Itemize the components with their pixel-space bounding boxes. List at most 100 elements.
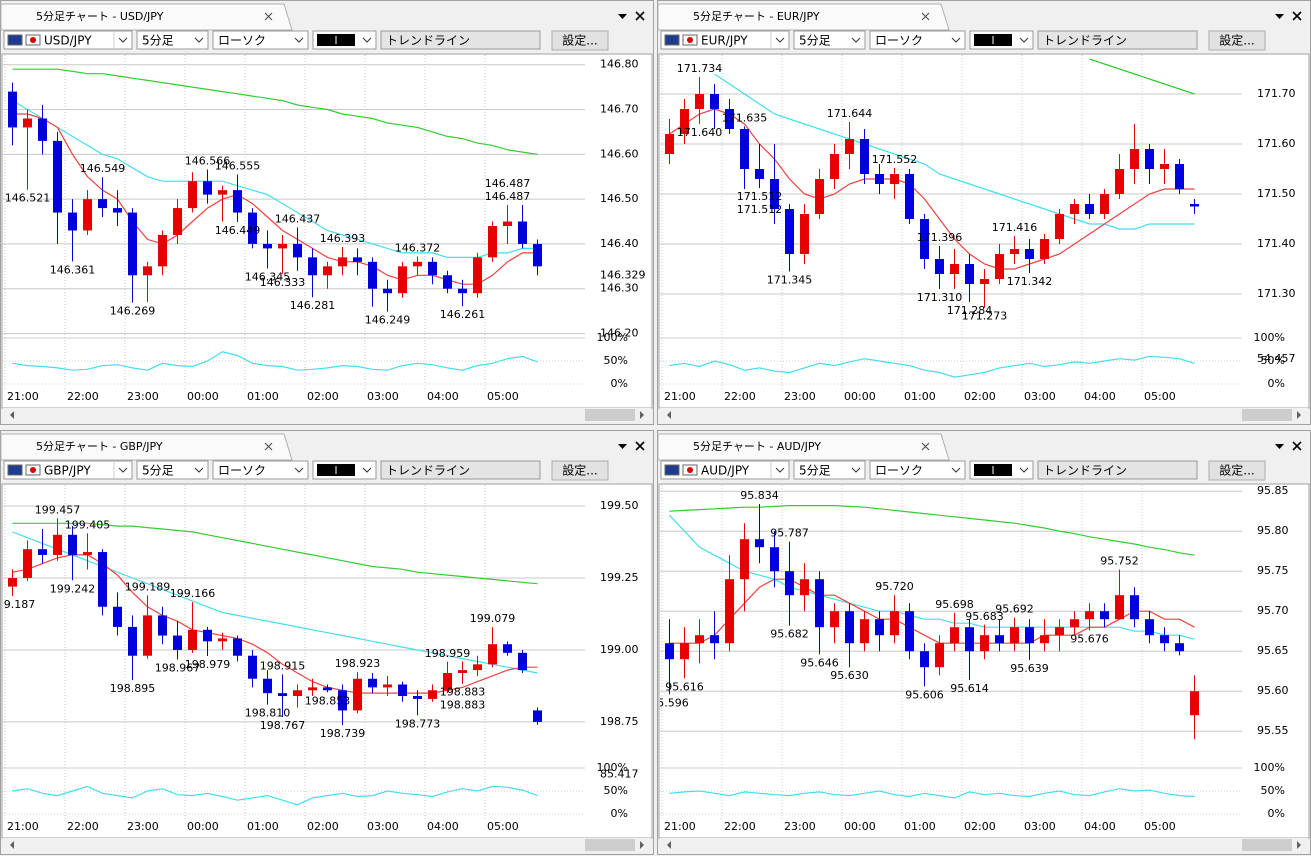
tool-field[interactable]	[1037, 460, 1198, 480]
window-close[interactable]	[635, 441, 645, 451]
timeframe-select[interactable]	[793, 30, 866, 50]
window-title: 5分足チャート - EUR/JPY	[693, 10, 820, 23]
timeframe-select[interactable]	[136, 460, 209, 480]
window-menu[interactable]	[618, 444, 627, 449]
tab-close[interactable]	[921, 442, 930, 451]
price-annotation: 171.345	[767, 274, 813, 287]
price-annotation: 146.449	[215, 224, 261, 237]
style-select[interactable]	[212, 30, 309, 50]
flag-icon	[30, 467, 36, 473]
x-tick-label: 01:00	[247, 390, 279, 403]
scrollbar-thumb[interactable]	[1242, 839, 1292, 851]
scroll-left[interactable]	[10, 411, 14, 419]
window-close[interactable]	[1292, 11, 1302, 21]
settings-button[interactable]	[551, 460, 609, 481]
candle-body	[830, 154, 839, 179]
scrollbar-thumb[interactable]	[585, 409, 635, 421]
candle-body	[173, 635, 182, 650]
x-tick-label: 02:00	[964, 820, 996, 833]
scroll-right[interactable]	[1297, 841, 1301, 849]
price-annotation: 171.512	[737, 190, 783, 203]
timeframe-select[interactable]	[136, 30, 209, 50]
tab-close[interactable]	[264, 442, 273, 451]
candle-body	[1055, 627, 1064, 636]
chart-window: 5分足チャート - AUD/JPY AUD/JPY 5分足 ローソク トレンドライン 設定…	[657, 430, 1311, 855]
scroll-left[interactable]	[10, 841, 14, 849]
scroll-left[interactable]	[667, 841, 671, 849]
tool-field[interactable]	[380, 460, 541, 480]
style-select[interactable]	[212, 460, 309, 480]
x-tick-label: 22:00	[724, 390, 756, 403]
settings-button[interactable]	[551, 30, 609, 51]
candle-body	[68, 212, 77, 231]
scrollbar-thumb[interactable]	[1242, 409, 1292, 421]
tool-field[interactable]	[1037, 30, 1198, 50]
y-tick-label: 171.60	[1257, 137, 1296, 150]
scroll-right[interactable]	[640, 841, 644, 849]
candle-body	[905, 611, 914, 652]
candle-body	[845, 611, 854, 644]
candle-body	[458, 288, 467, 294]
window-close[interactable]	[635, 11, 645, 21]
price-annotation: 199.457	[35, 503, 81, 516]
style-select[interactable]	[869, 30, 966, 50]
settings-button[interactable]	[1208, 460, 1266, 481]
window-menu[interactable]	[618, 14, 627, 19]
tab-close[interactable]	[264, 12, 273, 21]
x-tick-label: 23:00	[784, 390, 816, 403]
candle-body	[158, 615, 167, 636]
x-tick-label: 01:00	[247, 820, 279, 833]
candle-body	[1190, 204, 1199, 207]
candle-body	[473, 664, 482, 671]
color-select-arrow	[1019, 37, 1029, 43]
timeframe-select[interactable]	[793, 460, 866, 480]
scroll-left[interactable]	[667, 411, 671, 419]
osc-tick-label: 100%	[597, 761, 628, 774]
price-annotation: 198.895	[110, 682, 156, 695]
price-annotation: 171.416	[992, 221, 1038, 234]
x-tick-label: 00:00	[187, 390, 219, 403]
price-annotation: 171.310	[917, 291, 963, 304]
settings-button[interactable]	[1208, 30, 1266, 51]
oscillator-line	[669, 355, 1195, 378]
x-tick-label: 04:00	[427, 820, 459, 833]
y-tick-label: 95.65	[1257, 644, 1289, 657]
candle-body	[488, 226, 497, 258]
candle-body	[203, 181, 212, 195]
candle-body	[398, 684, 407, 697]
style-select-arrow	[951, 467, 961, 473]
candle-body	[218, 638, 227, 642]
title-tab	[657, 433, 950, 461]
timeframe-select-arrow	[194, 37, 204, 43]
candle-body	[368, 678, 377, 688]
scrollbar-track	[660, 838, 1308, 852]
candle-body	[233, 638, 242, 656]
candle-body	[1145, 619, 1154, 636]
candle-body	[1070, 204, 1079, 214]
price-annotation: 95.692	[995, 603, 1034, 616]
scroll-right[interactable]	[1297, 411, 1301, 419]
window-menu[interactable]	[1275, 444, 1284, 449]
moving-average	[12, 522, 538, 585]
x-tick-label: 21:00	[664, 390, 696, 403]
flag-icon	[7, 34, 23, 46]
candle-body	[1175, 164, 1184, 189]
candle-body	[503, 644, 512, 653]
settings-label: 設定...	[1219, 463, 1254, 478]
style-select[interactable]	[869, 460, 966, 480]
window-close[interactable]	[1292, 441, 1302, 451]
scroll-right[interactable]	[640, 411, 644, 419]
x-tick-label: 21:00	[7, 390, 39, 403]
price-annotation: 95.614	[950, 682, 989, 695]
candle-body	[665, 134, 674, 154]
pair-select-arrow	[775, 467, 785, 473]
tool-field[interactable]	[380, 30, 541, 50]
price-annotation: 198.967	[155, 661, 201, 674]
candle-body	[128, 212, 137, 276]
candle-body	[338, 257, 347, 267]
candle-body	[203, 629, 212, 642]
tab-close[interactable]	[921, 12, 930, 21]
plot: 171.70 171.60 171.50 171.40 171.30 100% 50% 0% 5…	[660, 55, 1296, 403]
window-menu[interactable]	[1275, 14, 1284, 19]
scrollbar-thumb[interactable]	[585, 839, 635, 851]
